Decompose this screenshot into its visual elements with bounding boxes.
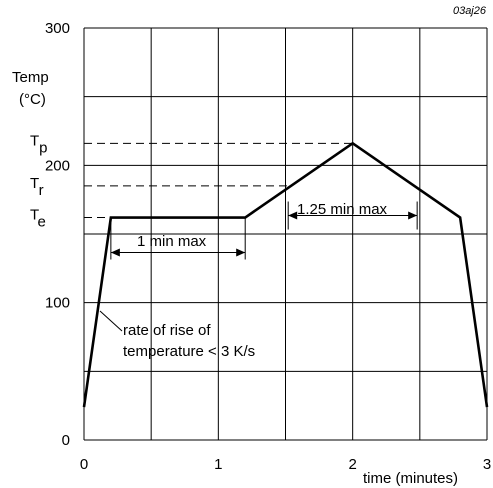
reference-label-r: Tr [30,175,44,199]
y-axis-unit: (°C) [19,91,46,108]
profile-line [82,141,489,408]
dimension-markers [99,201,418,332]
x-axis-label: time (minutes) [363,470,458,487]
hold-dimension-arrow-right [236,248,246,257]
y-tick-label: 0 [62,432,70,449]
y-axis-label: Temp [12,69,49,86]
hold-dimension-arrow-left [110,248,120,257]
grid-lines [83,27,488,441]
y-tick-label: 200 [45,157,70,174]
y-tick-label: 100 [45,295,70,312]
reference-label-p: Tp [30,132,48,156]
x-tick-label: 2 [348,456,356,473]
tick-labels: 0 100 200 300 0 1 2 3 [45,20,491,473]
peak-dimension-arrow-right [408,211,418,220]
x-tick-label: 0 [80,456,88,473]
peak-dimension-arrow-left [288,211,298,220]
rise-rate-label-line1: rate of rise of [123,322,211,339]
y-tick-label: 300 [45,20,70,37]
x-tick-label: 3 [483,456,491,473]
peak-duration-label: 1.25 min max [297,201,388,218]
x-tick-label: 1 [214,456,222,473]
rise-rate-leader [99,310,123,332]
hold-duration-label: 1 min max [137,233,207,250]
reference-label-e: Te [30,207,46,231]
temperature-profile [82,141,489,408]
rise-rate-label-line2: temperature < 3 K/s [123,343,255,360]
reference-code: 03aj26 [453,5,487,17]
